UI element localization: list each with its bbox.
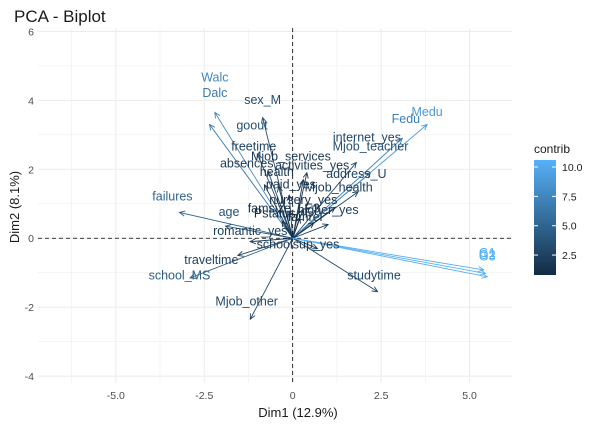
variable-arrows <box>178 111 489 321</box>
label-g3: G3 <box>479 250 496 264</box>
y-tick-label: 6 <box>28 26 34 38</box>
vector-failures <box>178 210 293 239</box>
label-higher-yes: higher_yes <box>297 203 358 217</box>
x-tick-label: -5.0 <box>107 390 125 402</box>
vector-health <box>277 185 294 239</box>
label-mjob-services: Mjob_services <box>251 150 331 164</box>
y-tick-label: -4 <box>25 371 34 383</box>
x-tick-label: 5.0 <box>462 390 477 402</box>
y-axis-label: Dim2 (8.1%) <box>7 171 22 243</box>
label-mjob-other: Mjob_other <box>215 294 278 308</box>
x-tick-label: 2.5 <box>374 390 389 402</box>
vector-studytime <box>292 237 379 293</box>
label-failures: failures <box>152 189 192 203</box>
legend-colorbar <box>534 160 556 275</box>
label-mjob-health: Mjob_health <box>305 181 373 195</box>
vector-school-ms <box>189 237 293 279</box>
label-schoolsup-yes: schoolsup_yes <box>257 238 340 252</box>
label-g1: G1 <box>479 246 496 260</box>
legend-tick-label: 7.5 <box>562 191 577 203</box>
vector-famrel <box>292 222 315 239</box>
vector-romantic-yes <box>249 237 293 245</box>
legend-title: contrib <box>534 142 570 156</box>
vector-walc <box>214 111 294 239</box>
x-tick-label: -2.5 <box>195 390 213 402</box>
legend-tick-label: 5.0 <box>562 221 577 233</box>
label-nursery-yes: nursery_yes <box>269 193 337 207</box>
label-mjob-teacher: Mjob_teacher <box>333 139 409 153</box>
label-address-u: address_U <box>326 167 386 181</box>
label-freetime: freetime <box>231 139 276 153</box>
label-paid-yes: paid_yes <box>266 177 316 191</box>
label-fedu: Fedu <box>392 112 421 126</box>
vector-absences <box>263 183 294 239</box>
y-axis-ticks: -4 -2 0 2 4 6 <box>25 26 35 383</box>
x-tick-label: 0 <box>290 390 296 402</box>
x-axis-label: Dim1 (12.9%) <box>258 405 337 420</box>
label-romantic-yes: romantic_yes <box>213 224 287 238</box>
vector-dalc <box>208 123 294 239</box>
chart-title: PCA - Biplot <box>14 7 106 26</box>
legend-tick-label: 10.0 <box>562 162 583 174</box>
label-sex-m: sex_M <box>244 93 281 107</box>
label-goout: goout <box>236 119 268 133</box>
label-activities-yes: activities_yes <box>275 158 349 172</box>
vector-sex-m <box>260 116 294 239</box>
vector-schoolsup-yes <box>292 237 319 250</box>
label-medu: Medu <box>411 105 442 119</box>
vector-paid-yes <box>286 194 294 239</box>
label-age: age <box>219 205 240 219</box>
reference-lines <box>38 28 512 383</box>
vector-freetime <box>266 170 294 239</box>
vector-medu <box>292 123 428 239</box>
vector-mjob-services <box>292 171 309 239</box>
label-traveltime: traveltime <box>184 253 238 267</box>
y-tick-label: 2 <box>28 164 34 176</box>
vector-age <box>224 224 293 239</box>
label-g2: G2 <box>479 248 496 262</box>
legend-tick-label: 2.5 <box>562 250 577 262</box>
contrib-legend: contrib 2.5 5.0 7.5 10.0 <box>534 142 583 275</box>
vector-famsize-le3 <box>292 216 301 239</box>
label-dalc: Dalc <box>202 86 227 100</box>
vector-g3 <box>292 237 489 279</box>
legend-ticks: 2.5 5.0 7.5 10.0 <box>534 162 583 262</box>
label-famsize-le3: famsize_LE3 <box>248 201 320 215</box>
y-tick-label: 4 <box>28 95 34 107</box>
y-tick-label: -2 <box>25 302 34 314</box>
label-internet-yes: internet_yes <box>333 131 401 145</box>
vector-fedu <box>292 137 404 239</box>
label-famrel: famrel <box>288 210 323 224</box>
vector-g1 <box>292 237 485 273</box>
vector-mjob-other <box>249 238 294 321</box>
label-school-ms: school_MS <box>149 269 211 283</box>
vector-higher-yes <box>292 223 330 239</box>
x-axis-ticks: -5.0 -2.5 0 2.5 5.0 <box>107 390 477 402</box>
vector-g2 <box>292 237 487 276</box>
label-walc: Walc <box>201 70 228 84</box>
label-studytime: studytime <box>347 269 401 283</box>
y-tick-label: 0 <box>28 233 34 245</box>
label-pstatus-t: Pstatus_T <box>254 207 311 221</box>
vector-internet-yes <box>292 161 358 239</box>
vector-traveltime <box>236 237 293 257</box>
label-absences: absences <box>220 157 274 171</box>
vector-pstatus-t <box>281 220 294 239</box>
label-health: health <box>260 165 294 179</box>
